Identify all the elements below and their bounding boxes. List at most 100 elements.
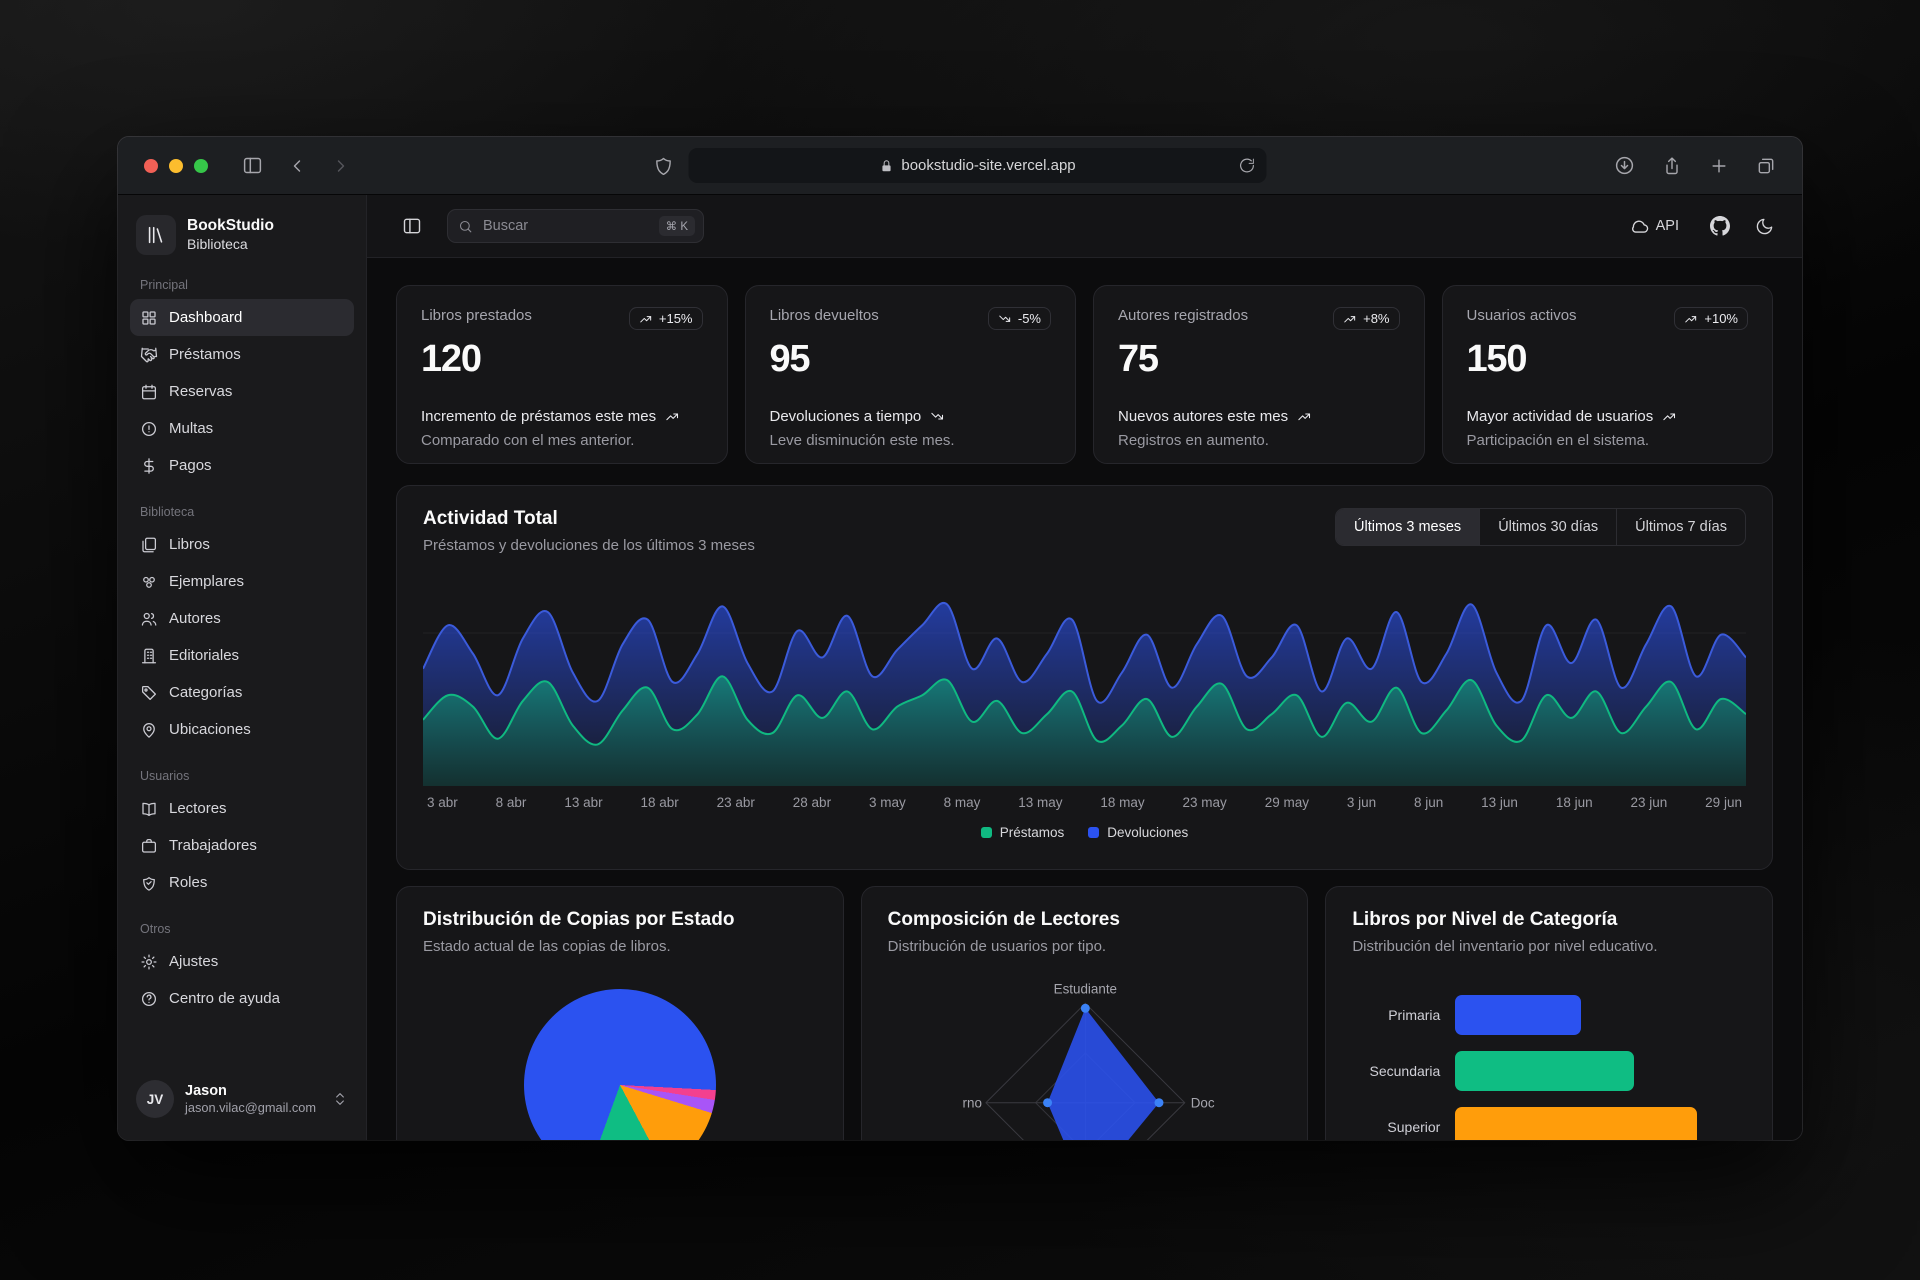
back-button[interactable] (287, 156, 307, 176)
book-copy-icon (140, 536, 158, 554)
trend-badge: +15% (628, 307, 703, 330)
browser-sidebar-toggle-button[interactable] (242, 155, 263, 176)
close-window-button[interactable] (144, 158, 158, 173)
sidebar-item-reservas[interactable]: Reservas (130, 373, 354, 410)
shield-check-icon (140, 874, 158, 892)
stat-footer-sub: Registros en aumento. (1118, 432, 1269, 449)
radar-axis-right-label: Doc (1190, 1096, 1214, 1111)
bar-superior (1455, 1107, 1698, 1140)
share-icon (1662, 156, 1682, 176)
activity-title: Actividad Total (423, 508, 558, 529)
stat-footer-main: Nuevos autores este mes (1118, 408, 1400, 425)
map-pin-icon (140, 721, 158, 739)
chart-legend: Préstamos Devoluciones (423, 825, 1746, 840)
stat-title: Libros prestados (421, 307, 532, 324)
user-name: Jason (185, 1082, 227, 1099)
trending-down-icon (930, 409, 945, 424)
reload-icon[interactable] (1239, 157, 1256, 174)
radar-chart: Estudiante rno Doc (962, 981, 1215, 1140)
sidebar-item-ubicaciones[interactable]: Ubicaciones (130, 711, 354, 748)
lock-icon (879, 159, 893, 173)
trending-up-icon (639, 312, 653, 326)
header-actions: API (1624, 216, 1774, 237)
sidebar-section-biblioteca: Biblioteca (140, 505, 195, 519)
sidebar-item-dashboard[interactable]: Dashboard (130, 299, 354, 336)
app-sidebar-toggle-button[interactable] (395, 209, 429, 243)
sidebar-item-roles[interactable]: Roles (130, 864, 354, 901)
sidebar-item-libros[interactable]: Libros (130, 526, 354, 563)
sidebar-section-otros: Otros (140, 922, 171, 936)
sidebar-item-autores[interactable]: Autores (130, 600, 354, 637)
search-input[interactable] (481, 217, 651, 235)
stat-footer-main: Incremento de préstamos este mes (421, 408, 703, 425)
trend-badge: -5% (987, 307, 1051, 330)
search-box[interactable]: ⌘ K (447, 209, 704, 243)
trending-up-icon (1297, 409, 1312, 424)
bars-card: Libros por Nivel de Categoría Distribuci… (1325, 886, 1773, 1140)
tab-overview-button[interactable] (1756, 156, 1776, 176)
sidebar-item-label: Categorías (169, 684, 243, 701)
github-icon (1710, 216, 1730, 236)
theme-toggle-button[interactable] (1755, 217, 1774, 236)
moon-icon (1755, 217, 1774, 236)
app-logo-row[interactable]: BookStudio Biblioteca (130, 209, 354, 257)
sidebar-item-label: Editoriales (169, 647, 240, 664)
trending-up-icon (1684, 312, 1698, 326)
url-bar[interactable]: bookstudio-site.vercel.app (688, 148, 1267, 183)
minimize-window-button[interactable] (169, 158, 183, 173)
zoom-window-button[interactable] (194, 158, 208, 173)
tab-ultimos-30-dias[interactable]: Últimos 30 días (1479, 509, 1616, 545)
stat-cards: Libros prestados +15% 120 Incremento de … (396, 285, 1773, 464)
browser-window: bookstudio-site.vercel.app (118, 137, 1802, 1140)
sidebar-item-editoriales[interactable]: Editoriales (130, 637, 354, 674)
share-button[interactable] (1662, 156, 1682, 176)
chevrons-up-down-icon (332, 1091, 348, 1107)
sidebar-item-prestamos[interactable]: Préstamos (130, 336, 354, 373)
stat-footer-sub: Participación en el sistema. (1466, 432, 1650, 449)
forward-button[interactable] (331, 156, 351, 176)
new-tab-button[interactable] (1709, 156, 1729, 176)
main-area: ⌘ K API (367, 195, 1802, 1140)
tab-ultimos-7-dias[interactable]: Últimos 7 días (1616, 509, 1745, 545)
stat-card-libros-prestados: Libros prestados +15% 120 Incremento de … (396, 285, 728, 464)
bar-secundaria (1455, 1051, 1635, 1091)
stat-title: Usuarios activos (1466, 307, 1577, 324)
activity-subtitle: Préstamos y devoluciones de los últimos … (423, 537, 755, 554)
handshake-icon (140, 346, 158, 364)
area-chart (423, 601, 1746, 786)
user-email: jason.vilac@gmail.com (185, 1100, 317, 1116)
sidebar-item-lectores[interactable]: Lectores (130, 790, 354, 827)
sidebar-item-ejemplares[interactable]: Ejemplares (130, 563, 354, 600)
downloads-button[interactable] (1614, 155, 1635, 176)
address-area: bookstudio-site.vercel.app (654, 148, 1267, 183)
library-logo-icon (136, 215, 176, 255)
sidebar-item-centro-de-ayuda[interactable]: Centro de ayuda (130, 980, 354, 1017)
sidebar-item-pagos[interactable]: Pagos (130, 447, 354, 484)
user-menu[interactable]: JV Jason jason.vilac@gmail.com (130, 1072, 354, 1126)
search-shortcut-badge: ⌘ K (658, 216, 695, 236)
bar-label-superior: Superior (1387, 1119, 1441, 1135)
help-circle-icon (140, 990, 158, 1008)
sidebar-item-trabajadores[interactable]: Trabajadores (130, 827, 354, 864)
building-icon (140, 647, 158, 665)
stat-card-libros-devueltos: Libros devueltos -5% 95 Devoluciones a t… (744, 285, 1076, 464)
radar-card: Composición de Lectores Distribución de … (860, 886, 1309, 1140)
sidebar-item-multas[interactable]: Multas (130, 410, 354, 447)
tab-ultimos-3-meses[interactable]: Últimos 3 meses (1336, 509, 1480, 545)
chrome-right-buttons (1614, 155, 1776, 176)
stat-value: 95 (769, 338, 811, 380)
sidebar-item-label: Multas (169, 420, 214, 437)
legend-prestamos: Préstamos (999, 825, 1065, 840)
sidebar-item-ajustes[interactable]: Ajustes (130, 943, 354, 980)
devoluciones-line (423, 601, 1746, 704)
stat-card-autores-registrados: Autores registrados +8% 75 Nuevos autore… (1093, 285, 1425, 464)
panel-left-icon (402, 216, 422, 236)
api-button[interactable]: API (1624, 216, 1685, 237)
trending-up-icon (1662, 409, 1677, 424)
github-button[interactable] (1710, 216, 1730, 236)
trending-down-icon (998, 312, 1012, 326)
search-icon (458, 219, 473, 234)
sidebar-item-categorias[interactable]: Categorías (130, 674, 354, 711)
privacy-shield-icon[interactable] (654, 156, 674, 176)
